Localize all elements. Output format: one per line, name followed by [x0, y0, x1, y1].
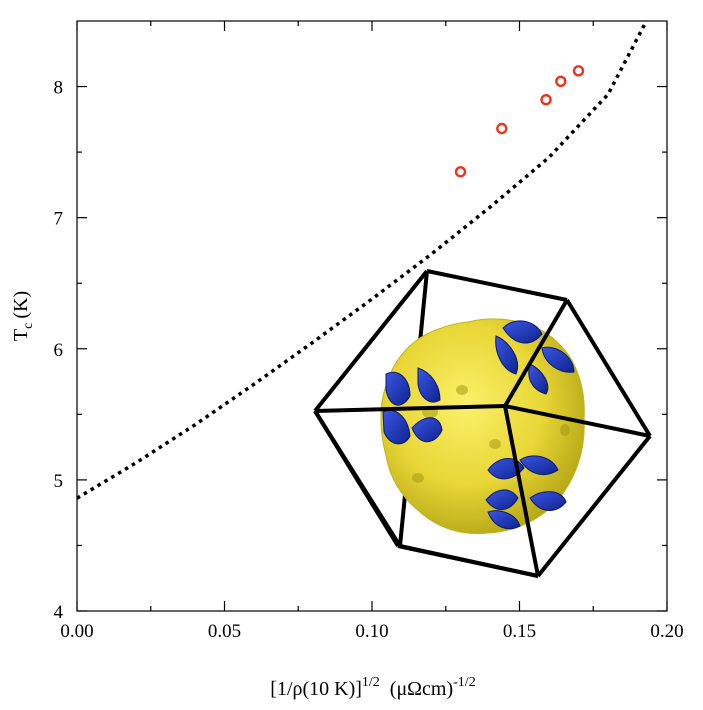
y-axis-ticks: 4 5 6 7 8: [54, 78, 667, 623]
data-point: [496, 122, 508, 135]
x-axis-label: [1/ρ(10 K)]1/2 (μΩcm)-1/2: [270, 675, 475, 700]
y-tick-label: 4: [54, 602, 64, 623]
y-tick-label: 6: [54, 340, 64, 361]
y-axis-label: Tc(K): [10, 291, 36, 341]
data-point: [555, 75, 567, 88]
x-tick-label: 0.05: [208, 621, 241, 642]
x-axis-ticks: 0.00 0.05 0.10 0.15 0.20: [60, 21, 684, 642]
x-tick-label: 0.15: [503, 621, 536, 642]
y-tick-label: 7: [54, 209, 64, 230]
x-tick-label: 0.00: [60, 621, 93, 642]
data-point: [454, 166, 467, 178]
data-points-layer: [454, 65, 585, 178]
fermi-surface-inset: [313, 269, 652, 578]
cube-front-edges: [313, 269, 652, 578]
y-tick-label: 8: [54, 78, 64, 99]
fermi-pockets: [382, 320, 575, 530]
data-point: [572, 65, 585, 77]
y-tick-label: 5: [54, 471, 64, 492]
x-tick-label: 0.10: [355, 621, 388, 642]
x-tick-label: 0.20: [650, 621, 683, 642]
data-point: [540, 93, 552, 106]
